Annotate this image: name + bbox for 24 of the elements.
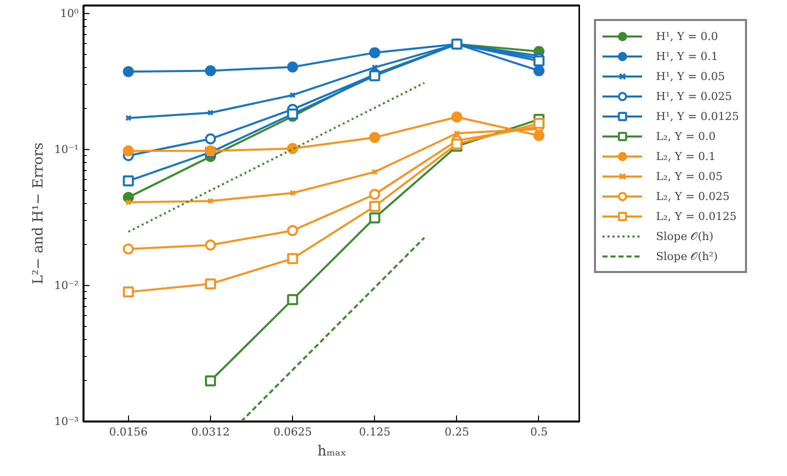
x-tick-label: 0.0312 [191,426,230,438]
x-tick-label: 0.25 [444,426,470,438]
x-tick-label: 0.0625 [273,426,312,438]
y-tick-label: 10⁻¹ [54,143,79,156]
legend-label: L₂, Υ = 0.0125 [656,208,737,224]
legend-label: L₂, Υ = 0.0 [656,128,716,144]
x-tick-label: 0.0156 [109,426,148,438]
y-tick-label: 10⁻² [54,279,79,292]
y-tick-label: 10⁰ [60,7,80,20]
legend-label: L₂, Υ = 0.05 [656,168,723,184]
legend-label: Slope 𝒪(h) [656,228,714,244]
y-axis-title: L²− and H¹− Errors [30,142,46,284]
x-tick-label: 0.125 [358,426,390,438]
y-tick-label: 10⁻³ [54,415,79,428]
legend-label: H¹, Υ = 0.1 [656,48,718,64]
x-tick-label: 0.5 [530,426,548,438]
legend-label: L₂, Υ = 0.025 [656,188,730,204]
legend-label: H¹, Υ = 0.0125 [656,108,739,124]
legend-label: H¹, Υ = 0.0 [656,28,718,44]
legend-label: H¹, Υ = 0.025 [656,88,732,104]
x-axis-title: hₘₐₓ [318,444,347,460]
legend-label: Slope 𝒪(h²) [656,248,718,264]
legend-label: L₂, Υ = 0.1 [656,148,716,164]
legend-label: H¹, Υ = 0.05 [656,68,725,84]
